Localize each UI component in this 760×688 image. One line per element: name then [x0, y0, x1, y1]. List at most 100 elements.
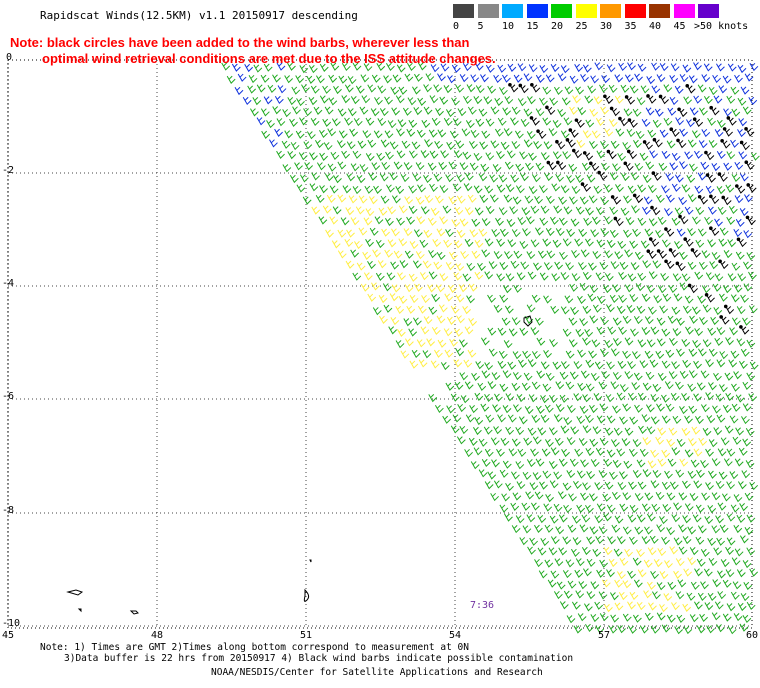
wind-barb: [515, 515, 525, 524]
wind-barb: [543, 503, 553, 512]
wind-barb: [532, 436, 542, 445]
wind-barb: [557, 73, 567, 82]
wind-barb: [407, 97, 417, 106]
wind-barb: [385, 217, 394, 227]
wind-barb: [444, 349, 454, 358]
wind-barb: [520, 173, 529, 182]
wind-barb: [490, 140, 500, 149]
wind-barb: [575, 590, 585, 599]
wind-barb: [673, 537, 683, 546]
wind-barb: [530, 327, 540, 336]
wind-barb: [252, 97, 262, 106]
contamination-circle: [664, 227, 668, 231]
wind-barb: [516, 481, 526, 490]
wind-barb: [381, 228, 390, 237]
wind-barb: [545, 439, 554, 448]
wind-barb: [745, 427, 755, 437]
map-title: Rapidscat Winds(12.5KM) v1.1 20150917 de…: [40, 9, 358, 22]
wind-barb: [575, 174, 584, 184]
wind-barb: [719, 384, 728, 393]
wind-barb: [359, 106, 369, 115]
wind-barb: [681, 427, 691, 437]
wind-barb: [687, 557, 697, 566]
wind-barb: [450, 305, 460, 314]
wind-barb: [558, 514, 568, 523]
wind-barb: [743, 581, 753, 591]
latitude-tick-label: -4: [2, 278, 15, 289]
wind-barb: [748, 96, 758, 106]
wind-barb: [290, 141, 300, 151]
wind-barb: [499, 504, 509, 513]
wind-barb: [542, 238, 552, 247]
wind-barb: [664, 381, 674, 390]
wind-barb: [674, 626, 683, 635]
contamination-circle: [690, 248, 695, 252]
wind-barb: [442, 415, 452, 424]
wind-barb: [438, 162, 448, 171]
wind-barb: [664, 560, 673, 569]
wind-barb: [705, 272, 715, 281]
wind-barb: [543, 262, 553, 271]
wind-barb: [461, 128, 471, 137]
wind-barb: [640, 85, 650, 94]
wind-barb: [700, 161, 710, 170]
wind-barb: [522, 350, 531, 359]
wind-barb: [637, 272, 647, 282]
wind-barb: [327, 163, 337, 172]
wind-barb: [679, 161, 688, 170]
wind-barb: [629, 416, 639, 425]
wind-barb: [411, 141, 421, 150]
wind-barb: [526, 251, 536, 260]
wind-barb: [661, 328, 671, 337]
wind-barb: [656, 338, 666, 347]
wind-barb: [505, 184, 515, 193]
wind-barb: [606, 64, 616, 73]
wind-barb: [724, 372, 734, 381]
wind-barb: [425, 73, 435, 82]
wind-barb: [542, 117, 552, 126]
wind-barb: [595, 117, 605, 126]
wind-barb: [459, 339, 468, 348]
wind-barb: [710, 107, 720, 116]
wind-barb: [572, 537, 582, 546]
wind-barb: [517, 217, 527, 226]
wind-barb: [693, 448, 703, 457]
wind-barb: [549, 515, 559, 524]
wind-barb: [665, 173, 675, 182]
wind-barb: [596, 503, 606, 512]
wind-barb: [415, 196, 425, 205]
wind-barb: [737, 481, 747, 490]
longitude-tick-label: 51: [300, 630, 313, 641]
wind-barb: [635, 130, 645, 140]
wind-barb: [474, 62, 484, 71]
wind-barb: [614, 579, 623, 588]
wind-barb: [492, 404, 501, 413]
wind-barb: [618, 62, 627, 72]
wind-barb: [423, 84, 432, 93]
wind-barb: [585, 447, 595, 457]
wind-barb: [661, 415, 671, 424]
wind-barb: [689, 107, 699, 116]
wind-barb: [546, 250, 556, 259]
wind-barb: [678, 196, 688, 206]
wind-barb: [491, 229, 501, 238]
wind-barb: [311, 172, 320, 181]
wind-barb: [352, 62, 362, 71]
wind-barb: [566, 470, 576, 479]
wind-barb: [276, 150, 285, 159]
wind-barb: [477, 262, 486, 272]
wind-barb: [641, 327, 651, 336]
wind-barb: [496, 238, 505, 247]
wind-barb: [583, 603, 593, 612]
wind-barb: [505, 393, 515, 402]
wind-barb: [417, 62, 427, 71]
wind-barb: [579, 282, 589, 292]
wind-barb: [469, 162, 479, 171]
wind-barb: [627, 601, 636, 610]
wind-barb: [612, 196, 622, 205]
wind-barb: [716, 359, 726, 368]
wind-barb: [502, 74, 511, 83]
wind-barb: [564, 86, 574, 95]
wind-barb: [674, 174, 684, 183]
contamination-circle: [739, 140, 744, 145]
